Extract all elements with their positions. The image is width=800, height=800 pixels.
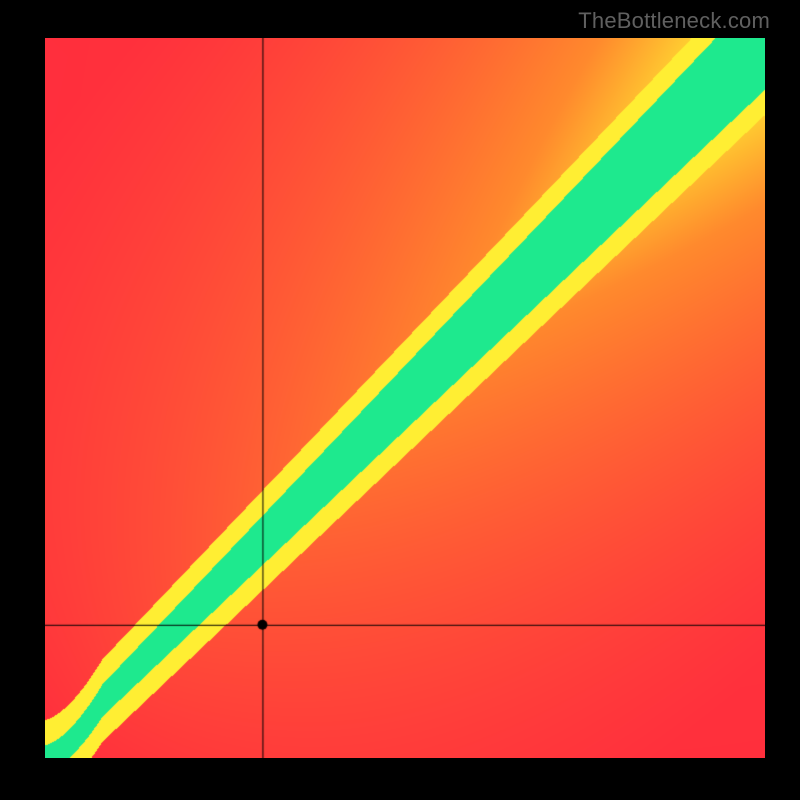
chart-container: TheBottleneck.com	[0, 0, 800, 800]
plot-area	[45, 38, 765, 758]
watermark-text: TheBottleneck.com	[578, 8, 770, 34]
heatmap-canvas	[45, 38, 765, 758]
